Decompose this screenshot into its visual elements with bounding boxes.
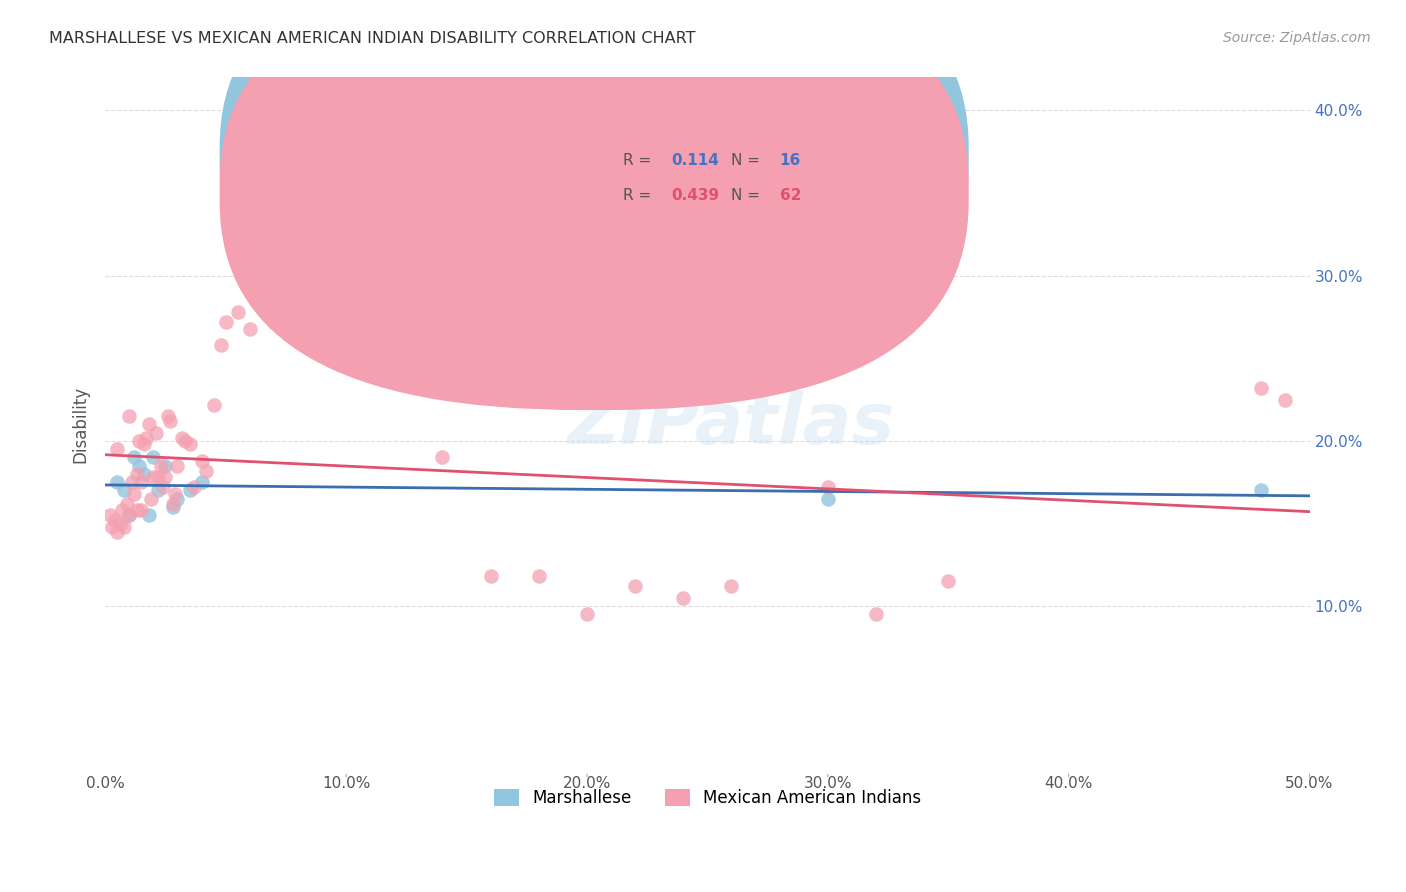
Point bbox=[101, 520, 124, 534]
FancyBboxPatch shape bbox=[219, 0, 969, 375]
Point bbox=[624, 579, 647, 593]
Text: N =: N = bbox=[731, 153, 765, 169]
Point bbox=[250, 293, 273, 308]
Text: 16: 16 bbox=[779, 153, 801, 169]
Point bbox=[166, 491, 188, 506]
Point bbox=[865, 607, 887, 622]
Point bbox=[104, 513, 127, 527]
Point bbox=[132, 467, 155, 481]
Text: 0.114: 0.114 bbox=[671, 153, 718, 169]
Point bbox=[145, 425, 167, 440]
Point bbox=[142, 450, 165, 465]
Point bbox=[139, 491, 162, 506]
Point bbox=[190, 454, 212, 468]
Point bbox=[149, 458, 172, 473]
Point bbox=[166, 458, 188, 473]
Point bbox=[479, 569, 502, 583]
Point bbox=[575, 607, 598, 622]
Point bbox=[138, 508, 160, 523]
Point bbox=[1250, 483, 1272, 498]
Point bbox=[122, 487, 145, 501]
Point bbox=[118, 508, 141, 523]
Point bbox=[190, 475, 212, 490]
Text: R =: R = bbox=[623, 188, 657, 203]
Point bbox=[118, 508, 141, 523]
Point bbox=[195, 464, 218, 478]
Point bbox=[183, 480, 205, 494]
Point bbox=[105, 475, 128, 490]
Point bbox=[287, 331, 309, 345]
Point bbox=[156, 409, 179, 424]
FancyBboxPatch shape bbox=[219, 0, 969, 410]
Point bbox=[125, 467, 148, 481]
Point bbox=[115, 497, 138, 511]
Text: 0.439: 0.439 bbox=[671, 188, 720, 203]
Point bbox=[105, 524, 128, 539]
Point bbox=[132, 437, 155, 451]
Point bbox=[162, 500, 184, 514]
Text: MARSHALLESE VS MEXICAN AMERICAN INDIAN DISABILITY CORRELATION CHART: MARSHALLESE VS MEXICAN AMERICAN INDIAN D… bbox=[49, 31, 696, 46]
Point bbox=[162, 497, 184, 511]
Point bbox=[108, 516, 131, 531]
Text: N =: N = bbox=[731, 188, 765, 203]
Point bbox=[209, 338, 232, 352]
Point bbox=[148, 483, 170, 498]
Point bbox=[155, 458, 177, 473]
Point bbox=[672, 591, 695, 605]
Text: R =: R = bbox=[623, 153, 657, 169]
Point bbox=[335, 318, 357, 333]
Point bbox=[432, 450, 454, 465]
Point bbox=[172, 431, 194, 445]
FancyBboxPatch shape bbox=[569, 136, 828, 216]
Point bbox=[311, 343, 333, 357]
Y-axis label: Disability: Disability bbox=[72, 386, 89, 463]
Point bbox=[98, 508, 121, 523]
Point bbox=[105, 442, 128, 457]
Point bbox=[138, 417, 160, 432]
Point bbox=[125, 503, 148, 517]
Point bbox=[179, 483, 201, 498]
Point bbox=[122, 450, 145, 465]
Point bbox=[214, 315, 236, 329]
Point bbox=[936, 574, 959, 589]
Text: Source: ZipAtlas.com: Source: ZipAtlas.com bbox=[1223, 31, 1371, 45]
Point bbox=[118, 409, 141, 424]
Point bbox=[111, 503, 134, 517]
Point bbox=[382, 326, 405, 341]
Point bbox=[142, 470, 165, 484]
Point bbox=[817, 480, 839, 494]
Point bbox=[1250, 381, 1272, 395]
Point bbox=[159, 414, 181, 428]
Point bbox=[179, 437, 201, 451]
Point bbox=[148, 470, 170, 484]
Point bbox=[152, 480, 174, 494]
Point bbox=[131, 503, 153, 517]
Point bbox=[720, 579, 742, 593]
Point bbox=[226, 305, 249, 319]
Point bbox=[128, 458, 150, 473]
Point bbox=[202, 398, 225, 412]
Point bbox=[173, 434, 195, 448]
Legend: Marshallese, Mexican American Indians: Marshallese, Mexican American Indians bbox=[485, 780, 929, 815]
Point bbox=[239, 321, 262, 335]
Point bbox=[1274, 392, 1296, 407]
Point bbox=[165, 487, 187, 501]
Point bbox=[121, 475, 143, 490]
Point bbox=[114, 520, 136, 534]
Point bbox=[263, 315, 285, 329]
Point bbox=[817, 491, 839, 506]
Point bbox=[155, 470, 177, 484]
Point bbox=[128, 434, 150, 448]
Point bbox=[527, 569, 550, 583]
Point bbox=[135, 431, 157, 445]
Text: ZIPatlas: ZIPatlas bbox=[568, 390, 896, 458]
Text: 62: 62 bbox=[779, 188, 801, 203]
Point bbox=[114, 483, 136, 498]
Point bbox=[131, 475, 153, 490]
